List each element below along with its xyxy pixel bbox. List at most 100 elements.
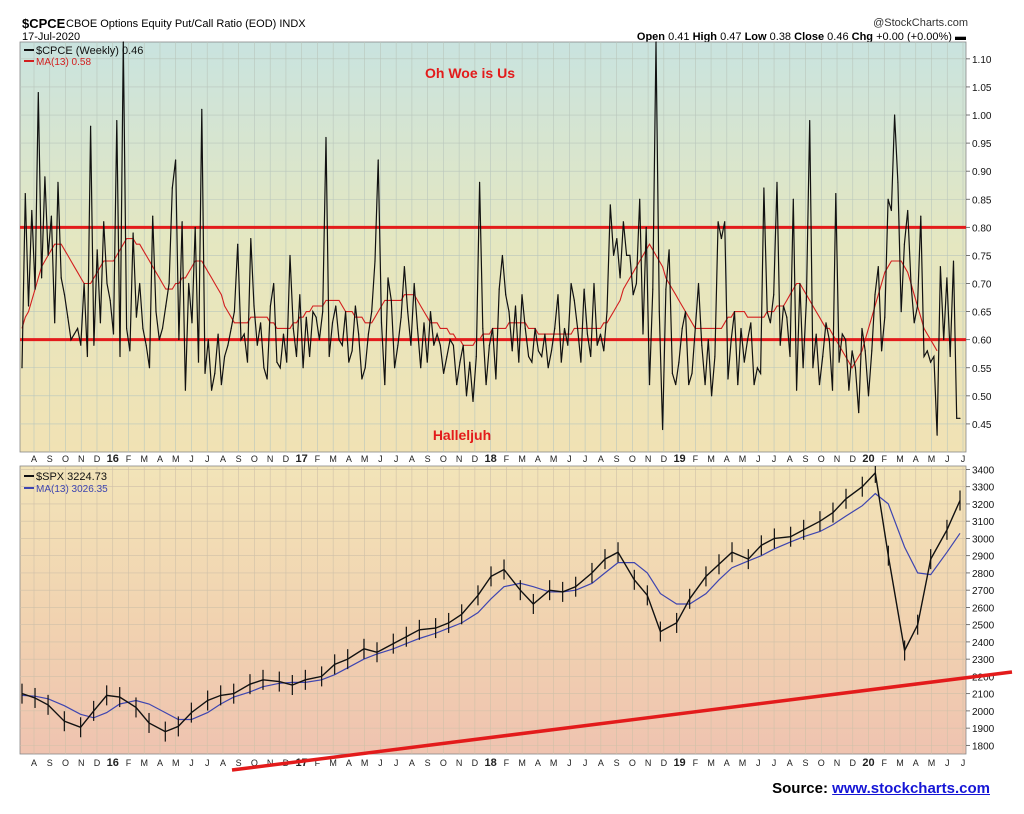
cpce-point (609, 204, 611, 206)
cpce-point (374, 260, 376, 262)
x-tick-label: M (518, 454, 526, 464)
cpce-point (214, 372, 216, 374)
cpce-point (106, 282, 108, 285)
cpce-point (554, 327, 556, 330)
cpce-point (233, 310, 236, 313)
cpce-point (825, 322, 827, 324)
y-tick-label: 3300 (972, 483, 995, 494)
x-tick-label: J (583, 758, 588, 768)
cpce-point (733, 310, 736, 313)
x-tick-label: A (913, 454, 919, 464)
panel-2-grid (20, 466, 966, 754)
cpce-point (845, 339, 847, 341)
cpce-point (83, 282, 85, 285)
cpce-point (34, 288, 36, 290)
cpce-point (80, 344, 82, 346)
x-tick-label: J (756, 454, 761, 464)
x-tick-label: D (472, 454, 479, 464)
cpce-point (779, 344, 781, 346)
cpce-point (661, 428, 664, 431)
cpce-point (452, 344, 455, 346)
cpce-point (760, 372, 762, 374)
cpce-point (37, 91, 39, 94)
y-tick-label: 0.50 (972, 392, 992, 403)
cpce-point (397, 344, 399, 346)
cpce-point (269, 305, 271, 307)
cpce-point (707, 339, 709, 341)
cpce-point (629, 254, 631, 257)
cpce-point (135, 316, 137, 318)
cpce-point (433, 344, 435, 346)
x-tick-label: M (172, 758, 180, 768)
x-tick-label: J (567, 758, 572, 768)
cpce-point (786, 316, 788, 318)
cpce-point (119, 355, 121, 358)
cpce-point (403, 266, 405, 268)
y-tick-label: 1.00 (972, 111, 992, 122)
y-tick-label: 0.70 (972, 280, 992, 291)
cpce-point (201, 108, 203, 110)
cpce-point (861, 327, 863, 330)
ma13-line (21, 238, 938, 369)
cpce-point (671, 372, 673, 374)
cpce-point (675, 384, 677, 386)
x-tick-label: N (456, 758, 463, 768)
cpce-point (877, 266, 879, 268)
cpce-point (916, 305, 919, 307)
x-tick-label: N (834, 454, 841, 464)
cpce-point (152, 215, 154, 217)
cpce-point (867, 395, 870, 397)
x-tick-label: A (220, 758, 226, 768)
cpce-point (897, 181, 899, 184)
x-tick-label: D (850, 758, 857, 768)
x-tick-label: F (693, 454, 699, 464)
cpce-point (737, 384, 739, 386)
cpce-point (789, 355, 791, 358)
cpce-point (99, 322, 102, 324)
y-tick-label: 0.75 (972, 251, 992, 262)
x-tick-label: 17 (296, 453, 308, 465)
cpce-point (335, 305, 337, 307)
x-tick-label: D (850, 454, 857, 464)
cpce-point (946, 277, 948, 279)
cpce-point (838, 361, 840, 363)
chart-date: 17-Jul-2020 (22, 31, 81, 43)
cpce-point (913, 322, 915, 324)
cpce-point (429, 310, 432, 313)
x-tick-label: N (267, 758, 274, 768)
x-tick-label: 16 (107, 453, 119, 465)
x-tick-label: A (535, 758, 541, 768)
cpce-point (426, 361, 428, 363)
x-tick-label: 16 (107, 757, 119, 769)
cpce-point (701, 344, 703, 346)
y-tick-label: 1.10 (972, 55, 992, 66)
cpce-point (449, 339, 451, 341)
cpce-point (890, 209, 892, 212)
close-value: 0.46 (827, 31, 849, 43)
cpce-point (446, 355, 448, 358)
x-tick-label: S (803, 758, 809, 768)
x-tick-label: J (378, 758, 383, 768)
x-tick-label: A (724, 758, 730, 768)
cpce-point (720, 237, 723, 240)
close-label: Close (794, 31, 825, 43)
x-tick-label: F (126, 758, 132, 768)
cpce-point (681, 327, 683, 330)
cpce-point (47, 254, 49, 257)
cpce-point (103, 221, 105, 223)
annotation-halleljuh: Halleljuh (433, 427, 491, 443)
cpce-point (550, 350, 553, 352)
cpce-point (459, 361, 461, 363)
cpce-point (544, 333, 546, 335)
cpce-point (730, 339, 732, 341)
cpce-point (495, 378, 497, 380)
copyright-label: @StockCharts.com (873, 17, 968, 29)
high-label: High (692, 31, 718, 43)
x-tick-label: F (693, 758, 699, 768)
source-link[interactable]: www.stockcharts.com (832, 780, 990, 797)
cpce-point (828, 339, 830, 341)
cpce-point (684, 310, 687, 313)
open-label: Open (636, 31, 666, 43)
cpce-point (361, 378, 363, 380)
cpce-point (835, 193, 837, 195)
